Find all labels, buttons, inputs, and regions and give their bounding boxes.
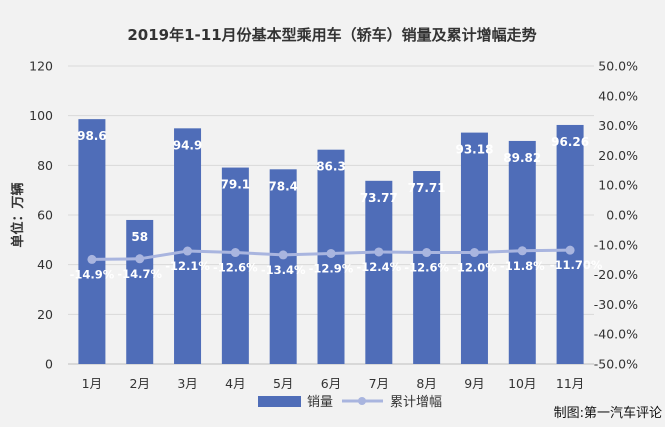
line-point xyxy=(422,248,432,258)
x-tick-label: 5月 xyxy=(273,376,293,391)
bar-data-label: 78.4 xyxy=(268,179,298,193)
bar-data-label: 79.1 xyxy=(221,178,251,192)
line-data-label: -12.6% xyxy=(213,261,258,275)
line-data-label: -11.70% xyxy=(550,258,603,272)
x-tick-label: 3月 xyxy=(177,376,197,391)
line-data-label: -12.1% xyxy=(165,259,210,273)
right-tick-label: 0.0% xyxy=(606,208,638,223)
bar xyxy=(221,167,249,364)
left-tick-label: 0 xyxy=(45,357,53,372)
right-tick-label: 30.0% xyxy=(598,118,638,133)
x-tick-label: 9月 xyxy=(464,376,484,391)
line-point xyxy=(565,245,575,255)
left-tick-label: 60 xyxy=(37,208,53,223)
line-point xyxy=(326,248,336,258)
line-point xyxy=(278,250,288,260)
line-data-label: -13.4% xyxy=(261,263,306,277)
legend-bar-label: 销量 xyxy=(307,395,333,410)
line-point xyxy=(517,246,527,256)
line-point xyxy=(230,248,240,258)
line-data-label: -12.6% xyxy=(404,261,449,275)
right-axis-ticks: -50.0% -40.0% -30.0% -20.0% -10.0% 0.0% 10.0% 2… xyxy=(594,59,638,372)
chart-title: 2019年1-11月份基本型乘用车（轿车）销量及累计增幅走势 xyxy=(127,26,536,44)
bar-data-label: 94.9 xyxy=(173,138,203,152)
bar-data-label: 96.26 xyxy=(551,135,589,149)
line-point xyxy=(135,254,145,264)
right-tick-label: 20.0% xyxy=(598,148,638,163)
legend-bar-swatch xyxy=(258,396,301,407)
bar xyxy=(78,119,106,364)
x-tick-label: 4月 xyxy=(225,376,245,391)
line-point xyxy=(374,247,384,257)
bar-series: 98.6 58 94.9 79.1 78.4 86.3 73.77 77.71 93.18 89.… xyxy=(77,119,589,364)
line-data-label: -12.0% xyxy=(452,261,497,275)
x-tick-label: 11月 xyxy=(556,376,584,391)
bar-data-label: 98.6 xyxy=(77,129,107,143)
right-tick-label: -10.0% xyxy=(594,237,638,252)
legend-line-marker xyxy=(358,397,366,405)
left-axis-ticks: 0 20 40 60 80 100 120 xyxy=(29,59,53,372)
line-point xyxy=(87,254,97,264)
x-tick-label: 1月 xyxy=(82,376,102,391)
bar xyxy=(556,124,584,364)
bar-data-label: 93.18 xyxy=(455,143,493,157)
right-tick-label: 50.0% xyxy=(598,59,638,74)
left-tick-label: 100 xyxy=(29,108,53,123)
right-tick-label: -50.0% xyxy=(594,357,638,372)
x-axis-ticks: 1月 2月 3月 4月 5月 6月 7月 8月 9月 10月 11月 xyxy=(82,376,585,391)
x-tick-label: 8月 xyxy=(416,376,436,391)
legend-line-label: 累计增幅 xyxy=(390,395,442,410)
right-tick-label: 40.0% xyxy=(598,88,638,103)
bar xyxy=(174,128,202,364)
left-tick-label: 40 xyxy=(37,257,53,272)
x-tick-label: 2月 xyxy=(130,376,150,391)
line-data-label: -14.9% xyxy=(70,267,115,281)
bar-data-label: 58 xyxy=(131,230,148,244)
x-tick-label: 10月 xyxy=(508,376,536,391)
line-point xyxy=(183,246,193,256)
line-data-label: -14.7% xyxy=(117,267,162,281)
right-tick-label: 10.0% xyxy=(598,178,638,193)
bar xyxy=(126,219,154,364)
bar-data-label: 89.82 xyxy=(503,151,541,165)
right-tick-label: -20.0% xyxy=(594,267,638,282)
right-tick-label: -30.0% xyxy=(594,297,638,312)
right-tick-label: -40.0% xyxy=(594,327,638,342)
line-point xyxy=(469,248,479,258)
x-tick-label: 6月 xyxy=(321,376,341,391)
left-tick-label: 20 xyxy=(37,307,53,322)
bar-data-label: 73.77 xyxy=(360,191,398,205)
line-data-label: -12.4% xyxy=(356,260,401,274)
bar xyxy=(413,171,441,364)
bar-data-label: 86.3 xyxy=(316,160,346,174)
line-series: -14.9% -14.7%-12.1% -12.6% -13.4% -12.9% -12.… xyxy=(70,245,603,281)
legend: 销量 累计增幅 xyxy=(258,395,442,410)
left-tick-label: 120 xyxy=(29,59,53,74)
credit-text: 制图:第一汽车评论 xyxy=(554,405,662,421)
bar xyxy=(365,180,393,364)
line-data-label: -12.9% xyxy=(309,261,354,275)
x-tick-label: 7月 xyxy=(369,376,389,391)
line-data-label: -11.8% xyxy=(500,259,545,273)
bar xyxy=(269,169,297,364)
left-tick-label: 80 xyxy=(37,158,53,173)
y-axis-label: 单位：万辆 xyxy=(10,182,26,247)
bar-data-label: 77.71 xyxy=(408,181,446,195)
